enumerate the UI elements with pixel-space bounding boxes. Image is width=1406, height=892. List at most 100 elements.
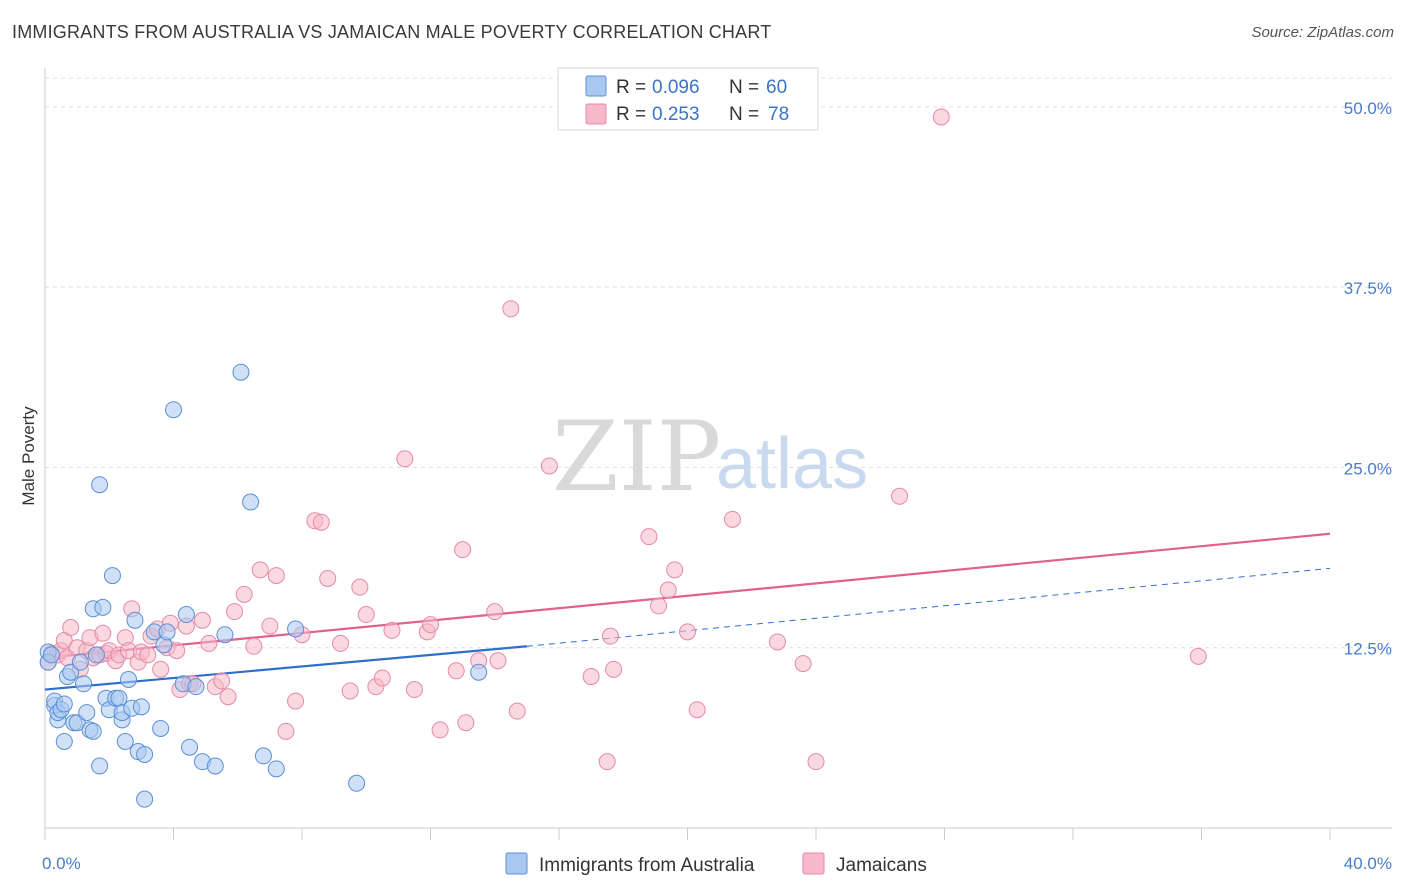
point-jamaican-71: [540, 457, 558, 475]
bottom-legend-swatch-blue: [505, 852, 528, 875]
point-australia-16: [78, 704, 96, 722]
point-jamaican-79: [666, 561, 684, 579]
point-jamaican-50: [319, 569, 337, 587]
point-jamaican-35: [200, 634, 218, 652]
point-australia-28: [110, 689, 128, 707]
point-australia-45: [177, 606, 195, 624]
point-jamaican-64: [454, 541, 472, 559]
bottom-legend-swatch-pink: [802, 852, 825, 875]
point-jamaican-70: [508, 702, 526, 720]
point-australia-32: [120, 670, 138, 688]
point-jamaican-58: [396, 450, 414, 468]
point-australia-31: [116, 732, 134, 750]
point-australia-15: [75, 675, 93, 693]
point-australia-8: [55, 695, 73, 713]
watermark-atlas: atlas: [716, 424, 868, 504]
point-australia-26: [103, 567, 121, 585]
point-australia-38: [136, 790, 154, 808]
legend-n-label-2: N =: [729, 104, 759, 125]
point-australia-34: [126, 611, 144, 629]
point-jamaican-62: [431, 721, 449, 739]
point-australia-54: [267, 760, 285, 778]
point-jamaican-84: [794, 655, 812, 673]
point-australia-55: [287, 620, 305, 638]
point-jamaican-13: [94, 624, 112, 642]
point-jamaican-59: [405, 681, 423, 699]
point-jamaican-57: [383, 621, 401, 639]
point-jamaican-63: [447, 662, 465, 680]
point-jamaican-40: [235, 585, 253, 603]
point-jamaican-69: [502, 300, 520, 318]
point-jamaican-44: [267, 567, 285, 585]
point-jamaican-43: [261, 617, 279, 635]
legend-n-value-2: 78: [768, 104, 789, 125]
x-tick-label-min: 0.0%: [42, 854, 81, 873]
point-jamaican-45: [277, 722, 295, 740]
point-jamaican-37: [213, 672, 231, 690]
legend-n-value-1: 60: [766, 77, 787, 98]
point-australia-36: [132, 698, 150, 716]
bottom-legend-label-jamaicans: Jamaicans: [836, 855, 927, 876]
point-jamaican-23: [139, 646, 157, 664]
point-jamaican-26: [152, 660, 170, 678]
x-tick-label-max: 40.0%: [1344, 854, 1392, 873]
point-jamaican-54: [357, 606, 375, 624]
chart-source: Source: ZipAtlas.com: [1251, 24, 1394, 41]
point-jamaican-74: [601, 627, 619, 645]
point-australia-52: [242, 493, 260, 511]
point-jamaican-72: [582, 668, 600, 686]
point-australia-2: [42, 646, 60, 664]
point-jamaican-56: [373, 669, 391, 687]
trend-line-jamaicans: [44, 532, 1331, 659]
point-australia-56: [348, 774, 366, 792]
legend: R = 0.096 N = 60 R = 0.253 N = 78: [557, 67, 819, 131]
bottom-legend-label-australia: Immigrants from Australia: [539, 855, 755, 876]
point-australia-43: [165, 401, 182, 419]
y-tick-labels: 12.5% 25.0% 37.5% 50.0%: [1344, 99, 1392, 659]
point-jamaican-87: [932, 108, 950, 126]
y-axis-title: Male Poverty: [19, 406, 38, 506]
watermark: ZIP atlas: [552, 401, 868, 513]
point-jamaican-80: [679, 623, 696, 641]
point-jamaican-67: [486, 603, 504, 621]
legend-swatch-pink: [585, 103, 607, 125]
legend-r-value-2: 0.253: [652, 104, 700, 125]
point-australia-18: [84, 722, 102, 740]
legend-r-value-1: 0.096: [652, 77, 700, 98]
point-australia-46: [181, 738, 199, 756]
point-jamaican-61: [422, 616, 439, 634]
point-jamaican-39: [226, 603, 244, 621]
bottom-legend: Immigrants from Australia Jamaicans: [505, 852, 927, 876]
point-australia-49: [206, 757, 224, 775]
point-jamaican-76: [640, 528, 658, 546]
point-jamaican-78: [659, 581, 677, 599]
point-australia-51: [232, 363, 250, 381]
point-australia-47: [187, 678, 205, 696]
point-jamaican-82: [723, 510, 741, 528]
trend-line-australia-extension: [526, 567, 1331, 647]
point-jamaican-77: [650, 597, 668, 615]
data-points: [39, 108, 1207, 808]
legend-n-label-1: N =: [729, 77, 759, 98]
point-jamaican-52: [341, 682, 359, 700]
point-australia-50: [216, 626, 234, 644]
point-australia-57: [470, 663, 488, 681]
point-jamaican-65: [457, 714, 475, 732]
y-tick-label-0: 12.5%: [1344, 640, 1392, 659]
x-tick-labels: 0.0% 40.0%: [42, 854, 1392, 873]
point-jamaican-46: [287, 692, 305, 710]
axes: [44, 68, 1392, 840]
point-jamaican-42: [251, 561, 269, 579]
point-australia-9: [55, 732, 73, 750]
point-australia-22: [91, 757, 109, 775]
legend-swatch-blue: [585, 75, 607, 97]
point-australia-21: [91, 476, 109, 494]
point-jamaican-68: [489, 652, 507, 670]
point-jamaican-88: [1189, 647, 1207, 665]
grid-lines: [45, 77, 1392, 649]
point-australia-14: [71, 653, 89, 671]
point-jamaican-34: [193, 611, 211, 629]
point-australia-42: [158, 623, 176, 641]
y-tick-label-2: 37.5%: [1344, 279, 1392, 298]
